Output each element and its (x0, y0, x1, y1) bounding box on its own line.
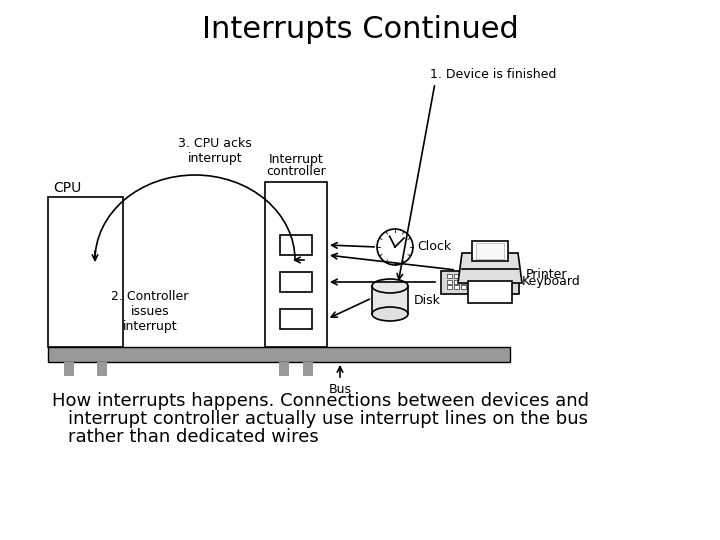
Bar (476, 274, 481, 278)
Bar (64, 362, 74, 376)
Bar (303, 362, 313, 376)
Bar (446, 274, 451, 278)
Bar (499, 274, 503, 278)
Bar (499, 280, 503, 284)
Bar (48, 347, 510, 362)
Bar (280, 309, 312, 329)
Ellipse shape (372, 279, 408, 293)
Text: Keyboard: Keyboard (522, 275, 581, 288)
FancyBboxPatch shape (441, 271, 519, 294)
Text: Interrupts Continued: Interrupts Continued (202, 15, 518, 44)
Bar (499, 285, 503, 289)
Bar (506, 274, 511, 278)
Bar (472, 241, 508, 261)
Bar (491, 280, 496, 284)
Text: Interrupt: Interrupt (269, 153, 323, 166)
Bar (279, 362, 289, 376)
Bar (280, 272, 312, 292)
Bar (462, 280, 467, 284)
Ellipse shape (372, 307, 408, 321)
Bar (506, 285, 511, 289)
Text: 3. CPU acks
interrupt: 3. CPU acks interrupt (178, 137, 252, 165)
Bar (446, 280, 451, 284)
Bar (468, 281, 512, 303)
Text: interrupt controller actually use interrupt lines on the bus: interrupt controller actually use interr… (68, 410, 588, 428)
Bar (469, 274, 474, 278)
Bar (48, 197, 123, 347)
Circle shape (377, 229, 413, 265)
Bar (462, 285, 467, 289)
Polygon shape (458, 253, 522, 283)
Text: 2. Controller
issues
interrupt: 2. Controller issues interrupt (112, 290, 189, 333)
Bar (469, 280, 474, 284)
Bar (484, 285, 489, 289)
Bar (476, 280, 481, 284)
Text: CPU: CPU (53, 181, 81, 195)
Bar (484, 274, 489, 278)
Bar (491, 274, 496, 278)
Bar (446, 285, 451, 289)
Text: Bus: Bus (328, 383, 351, 396)
Text: Printer: Printer (526, 268, 567, 281)
Bar (454, 285, 459, 289)
Bar (462, 274, 467, 278)
Text: controller: controller (266, 165, 326, 178)
Text: Clock: Clock (417, 240, 451, 253)
Bar (476, 243, 504, 259)
Bar (469, 285, 474, 289)
Bar (506, 280, 511, 284)
Bar (491, 285, 496, 289)
Bar (372, 286, 408, 314)
Bar (476, 285, 481, 289)
Text: 1. Device is finished: 1. Device is finished (430, 69, 557, 82)
Text: rather than dedicated wires: rather than dedicated wires (68, 428, 319, 446)
Bar (484, 280, 489, 284)
Text: How interrupts happens. Connections between devices and: How interrupts happens. Connections betw… (52, 392, 589, 410)
Bar (265, 182, 327, 347)
Bar (97, 362, 107, 376)
Bar (454, 280, 459, 284)
Bar (280, 235, 312, 255)
Bar (454, 274, 459, 278)
Text: Disk: Disk (414, 294, 441, 307)
